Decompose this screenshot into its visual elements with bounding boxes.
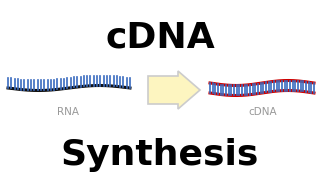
- Text: cDNA: cDNA: [249, 107, 277, 117]
- Text: RNA: RNA: [57, 107, 79, 117]
- Text: cDNA: cDNA: [105, 21, 215, 55]
- FancyArrow shape: [148, 71, 200, 109]
- Text: Synthesis: Synthesis: [61, 138, 259, 172]
